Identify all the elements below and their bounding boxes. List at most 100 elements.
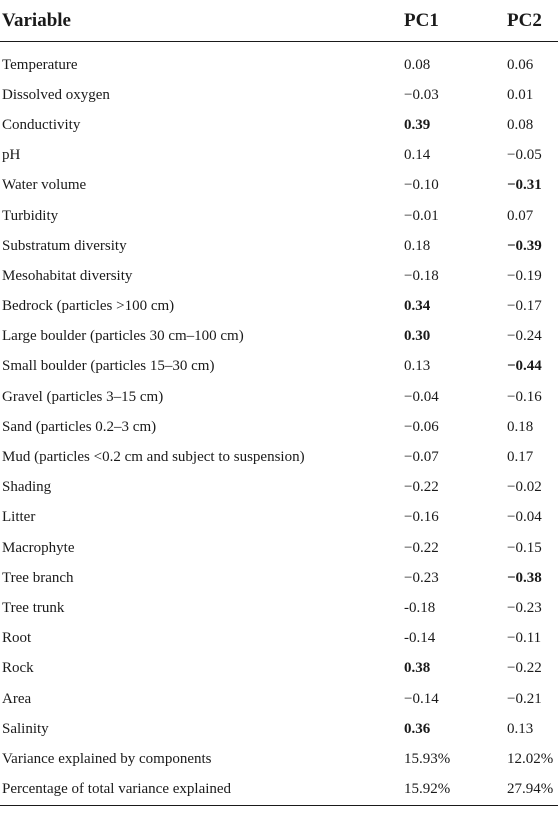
cell-pc1: −0.01 <box>404 207 439 224</box>
table-row: Substratum diversity 0.18 −0.39 <box>0 231 558 261</box>
cell-variable: Root <box>2 630 32 647</box>
cell-variable: Tree branch <box>2 569 74 586</box>
cell-variable: Water volume <box>2 177 87 194</box>
header-variable: Variable <box>0 0 404 42</box>
cell-pc2: −0.11 <box>507 630 542 647</box>
cell-pc1: -0.14 <box>404 630 436 647</box>
table-row: Salinity 0.36 0.13 <box>0 714 558 744</box>
cell-variable: Mesohabitat diversity <box>2 267 133 284</box>
cell-pc1: −0.22 <box>404 539 439 556</box>
table-row: Conductivity 0.39 0.08 <box>0 110 558 140</box>
cell-pc1: −0.18 <box>404 267 439 284</box>
table-row: Shading −0.22 −0.02 <box>0 473 558 503</box>
cell-pc2: −0.44 <box>507 358 542 375</box>
cell-variable: Macrophyte <box>2 539 75 556</box>
cell-variable: Substratum diversity <box>2 237 127 254</box>
header-pc2: PC2 <box>507 0 558 42</box>
cell-pc1: 15.92% <box>404 774 507 806</box>
cell-pc2: −0.21 <box>507 690 542 707</box>
cell-variable: Variance explained by components <box>2 750 212 767</box>
cell-pc2: 12.02% <box>507 750 554 767</box>
cell-variable: Temperature <box>2 56 78 73</box>
cell-pc1: −0.14 <box>404 690 439 707</box>
cell-variable: Bedrock (particles >100 cm) <box>2 298 175 315</box>
cell-pc2: −0.17 <box>507 298 542 315</box>
cell-pc2: −0.24 <box>507 328 542 345</box>
cell-pc2: 0.18 <box>507 418 534 435</box>
cell-pc1: 0.18 <box>404 237 431 254</box>
cell-pc1: 0.30 <box>404 328 431 345</box>
cell-pc2: −0.19 <box>507 267 542 284</box>
table-row: Sand (particles 0.2–3 cm) −0.06 0.18 <box>0 412 558 442</box>
cell-pc1: −0.22 <box>404 479 439 496</box>
cell-pc1: −0.06 <box>404 418 439 435</box>
cell-variable: Mud (particles <0.2 cm and subject to su… <box>2 449 305 466</box>
table-row: Root -0.14 −0.11 <box>0 624 558 654</box>
cell-variable: Small boulder (particles 15–30 cm) <box>2 358 215 375</box>
cell-variable: Sand (particles 0.2–3 cm) <box>2 418 157 435</box>
table-row: Large boulder (particles 30 cm–100 cm) 0.… <box>0 322 558 352</box>
table-body: Temperature 0.08 0.06 Dissolved oxygen −0.03… <box>0 42 558 806</box>
table-row: Litter −0.16 −0.04 <box>0 503 558 533</box>
cell-pc1: 0.14 <box>404 147 431 164</box>
cell-pc1: 0.13 <box>404 358 431 375</box>
table-row: Variance explained by components 15.93% 12… <box>0 744 558 774</box>
table-row: Turbidity −0.01 0.07 <box>0 201 558 231</box>
cell-pc2: −0.05 <box>507 147 542 164</box>
cell-pc1: 0.34 <box>404 298 431 315</box>
cell-pc1: −0.07 <box>404 449 439 466</box>
table-row: Mud (particles <0.2 cm and subject to su… <box>0 442 558 472</box>
cell-pc2: −0.38 <box>507 569 542 586</box>
cell-pc2: 0.07 <box>507 207 534 224</box>
cell-variable: Large boulder (particles 30 cm–100 cm) <box>2 328 244 345</box>
cell-pc1: −0.23 <box>404 569 439 586</box>
cell-pc2: −0.02 <box>507 479 542 496</box>
cell-variable: Litter <box>2 509 36 526</box>
table-row: Bedrock (particles >100 cm) 0.34 −0.17 <box>0 292 558 322</box>
table-row: Mesohabitat diversity −0.18 −0.19 <box>0 261 558 291</box>
table-row: pH 0.14 −0.05 <box>0 141 558 171</box>
cell-variable: Turbidity <box>2 207 59 224</box>
cell-pc1: −0.16 <box>404 509 439 526</box>
table-row: Small boulder (particles 15–30 cm) 0.13 −0… <box>0 352 558 382</box>
cell-variable: Shading <box>2 479 52 496</box>
table-row: Dissolved oxygen −0.03 0.01 <box>0 80 558 110</box>
cell-pc2: 0.13 <box>507 720 534 737</box>
cell-variable: Tree trunk <box>2 599 65 616</box>
cell-pc2: −0.15 <box>507 539 542 556</box>
cell-variable: Percentage of total variance explained <box>0 774 404 806</box>
header-row: Variable PC1 PC2 <box>0 0 558 42</box>
cell-pc2: −0.31 <box>507 177 542 194</box>
header-pc1: PC1 <box>404 0 507 42</box>
cell-pc2: −0.22 <box>507 660 542 677</box>
cell-pc1: −0.04 <box>404 388 439 405</box>
cell-pc2: −0.39 <box>507 237 542 254</box>
cell-variable: Dissolved oxygen <box>2 86 110 103</box>
table-row: Tree branch −0.23 −0.38 <box>0 563 558 593</box>
table-row: Area −0.14 −0.21 <box>0 684 558 714</box>
cell-pc2: 27.94% <box>507 774 558 806</box>
cell-pc2: −0.16 <box>507 388 542 405</box>
cell-pc2: −0.04 <box>507 509 542 526</box>
table-row: Rock 0.38 −0.22 <box>0 654 558 684</box>
cell-pc2: 0.08 <box>507 116 534 133</box>
cell-variable: pH <box>2 147 21 164</box>
table-row: Macrophyte −0.22 −0.15 <box>0 533 558 563</box>
cell-pc1: 0.38 <box>404 660 431 677</box>
cell-pc1: -0.18 <box>404 599 436 616</box>
cell-variable: Conductivity <box>2 116 81 133</box>
table-header: Variable PC1 PC2 <box>0 0 558 42</box>
table-row: Gravel (particles 3–15 cm) −0.04 −0.16 <box>0 382 558 412</box>
cell-pc1: −0.03 <box>404 86 439 103</box>
table-row: Tree trunk -0.18 −0.23 <box>0 593 558 623</box>
cell-pc2: 0.01 <box>507 86 534 103</box>
cell-variable: Salinity <box>2 720 49 737</box>
cell-pc2: 0.06 <box>507 56 534 73</box>
cell-pc1: 0.39 <box>404 116 431 133</box>
cell-pc2: 0.17 <box>507 449 534 466</box>
cell-pc2: −0.23 <box>507 599 542 616</box>
cell-pc1: 15.93% <box>404 750 451 767</box>
cell-pc1: −0.10 <box>404 177 439 194</box>
